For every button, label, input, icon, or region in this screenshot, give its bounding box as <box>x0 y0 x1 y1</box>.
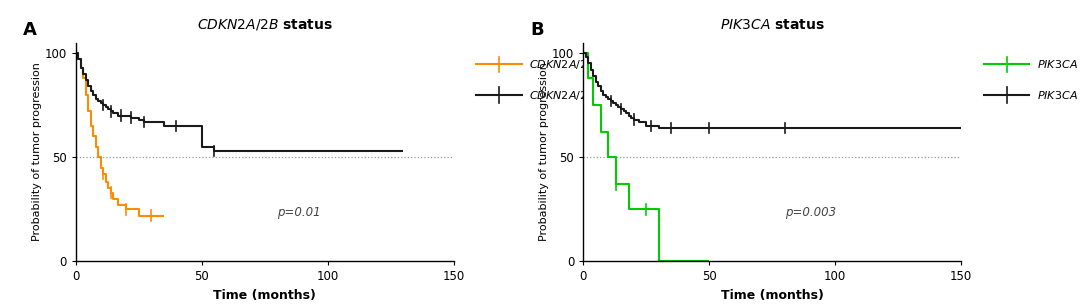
Text: A: A <box>23 21 37 39</box>
Y-axis label: Probability of tumor progression: Probability of tumor progression <box>31 63 41 241</box>
Text: p=0.003: p=0.003 <box>785 206 836 219</box>
X-axis label: Time (months): Time (months) <box>720 289 824 302</box>
Text: $\it{PIK3CA}$ status: $\it{PIK3CA}$ status <box>719 18 825 32</box>
Text: $\it{PIK3CA}$ WT: $\it{PIK3CA}$ WT <box>1037 89 1080 101</box>
Text: $\it{CDKN2A/2B}$ WT: $\it{CDKN2A/2B}$ WT <box>529 88 618 102</box>
Y-axis label: Probability of tumor progression: Probability of tumor progression <box>539 63 549 241</box>
Text: B: B <box>530 21 544 39</box>
Text: $\it{PIK3CA}$ mutated: $\it{PIK3CA}$ mutated <box>1037 58 1080 71</box>
Text: p=0.01: p=0.01 <box>278 206 321 219</box>
Text: $\it{CDKN2A/2B}$ status: $\it{CDKN2A/2B}$ status <box>197 17 333 32</box>
Text: $\it{CDKN2A/2B}$ loss: $\it{CDKN2A/2B}$ loss <box>529 58 620 71</box>
X-axis label: Time (months): Time (months) <box>213 289 316 302</box>
